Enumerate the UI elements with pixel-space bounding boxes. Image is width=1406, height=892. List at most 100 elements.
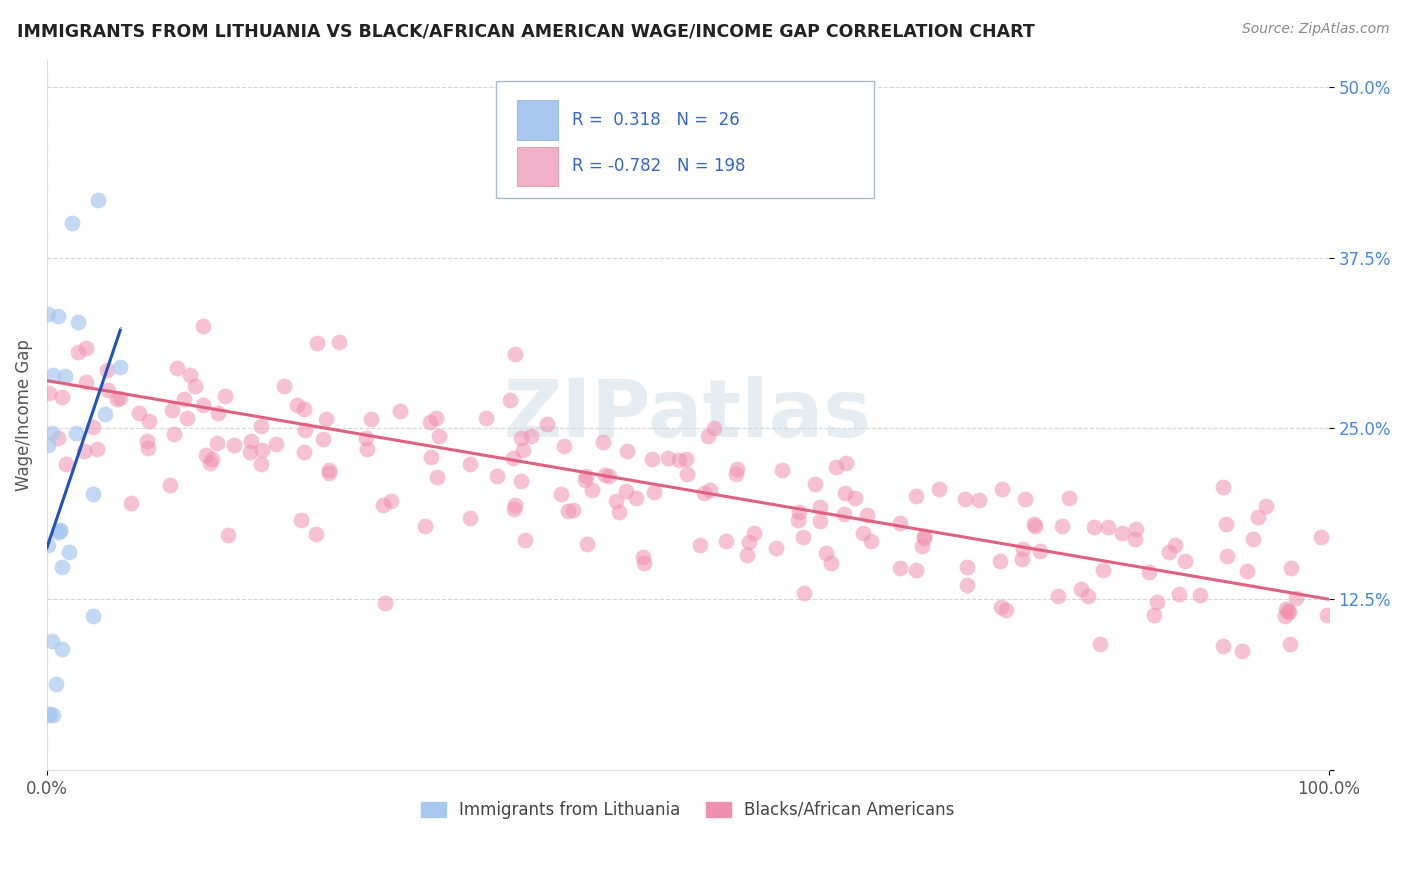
Point xyxy=(217,528,239,542)
Point xyxy=(955,578,977,592)
Point xyxy=(513,533,536,548)
Point xyxy=(420,450,443,464)
Point xyxy=(273,378,295,392)
Point xyxy=(834,485,856,500)
Point xyxy=(240,434,263,449)
Point xyxy=(536,417,558,432)
Point xyxy=(184,379,207,393)
Point xyxy=(787,513,810,527)
Point xyxy=(37,538,59,552)
Point xyxy=(138,414,160,428)
Point xyxy=(725,461,748,475)
Point xyxy=(82,608,104,623)
Point xyxy=(808,514,831,528)
Point xyxy=(485,468,508,483)
Point xyxy=(45,676,67,690)
Point xyxy=(592,434,614,449)
Point xyxy=(990,599,1012,614)
Point xyxy=(1164,538,1187,552)
Point xyxy=(1123,532,1146,546)
Point xyxy=(1285,591,1308,605)
Point xyxy=(859,533,882,548)
Point xyxy=(419,415,441,429)
Point xyxy=(41,633,63,648)
Point xyxy=(995,603,1018,617)
Point xyxy=(1111,525,1133,540)
Point xyxy=(49,523,72,537)
Point xyxy=(1057,491,1080,505)
Point xyxy=(1212,480,1234,494)
Point xyxy=(835,456,858,470)
Point xyxy=(905,489,928,503)
Point xyxy=(380,493,402,508)
Point xyxy=(1097,519,1119,533)
Point xyxy=(328,335,350,350)
Point xyxy=(765,541,787,555)
Point xyxy=(160,403,183,417)
Point xyxy=(593,468,616,483)
Point xyxy=(1070,582,1092,596)
Point xyxy=(852,526,875,541)
Point xyxy=(1215,516,1237,531)
Point xyxy=(42,708,65,723)
Point xyxy=(1316,607,1339,622)
Point xyxy=(803,476,825,491)
Point xyxy=(205,436,228,450)
Point xyxy=(808,500,831,514)
Point xyxy=(844,491,866,505)
Point xyxy=(1278,605,1301,619)
Point xyxy=(1029,544,1052,558)
Point xyxy=(1274,609,1296,624)
Text: R =  0.318   N =  26: R = 0.318 N = 26 xyxy=(572,111,740,129)
Point xyxy=(60,216,83,230)
Point xyxy=(37,708,59,723)
Point xyxy=(912,529,935,543)
Point xyxy=(889,516,911,531)
Point xyxy=(1137,565,1160,579)
Point xyxy=(305,336,328,351)
Point xyxy=(575,469,598,483)
Point xyxy=(250,457,273,471)
Point xyxy=(1277,604,1299,618)
Point xyxy=(163,427,186,442)
Point xyxy=(360,412,382,426)
Point xyxy=(86,442,108,456)
Point xyxy=(988,554,1011,568)
Point xyxy=(676,467,699,481)
Point xyxy=(1168,587,1191,601)
Point xyxy=(176,411,198,425)
Point xyxy=(911,540,934,554)
Point xyxy=(51,559,73,574)
Point xyxy=(1241,532,1264,546)
Point xyxy=(607,505,630,519)
Point xyxy=(770,463,793,477)
Point xyxy=(201,451,224,466)
Point xyxy=(214,389,236,403)
Point xyxy=(502,450,524,465)
Point xyxy=(820,556,842,570)
Point xyxy=(574,473,596,487)
Point xyxy=(159,477,181,491)
Point xyxy=(75,341,97,355)
Point xyxy=(631,549,654,564)
Point xyxy=(305,527,328,541)
Point xyxy=(928,482,950,496)
Point xyxy=(520,429,543,443)
Point xyxy=(1077,590,1099,604)
Point xyxy=(1090,637,1112,651)
Point xyxy=(693,486,716,500)
Point xyxy=(207,407,229,421)
Point xyxy=(318,463,340,477)
Point xyxy=(96,363,118,377)
Legend: Immigrants from Lithuania, Blacks/African Americans: Immigrants from Lithuania, Blacks/Africa… xyxy=(415,794,962,826)
Point xyxy=(458,457,481,471)
FancyBboxPatch shape xyxy=(495,81,873,198)
Point xyxy=(991,482,1014,496)
Point xyxy=(374,596,396,610)
Point xyxy=(614,483,637,498)
Point xyxy=(1011,552,1033,566)
Point xyxy=(1247,509,1270,524)
Point xyxy=(51,641,73,656)
Point xyxy=(48,431,70,445)
Point xyxy=(1047,589,1070,603)
